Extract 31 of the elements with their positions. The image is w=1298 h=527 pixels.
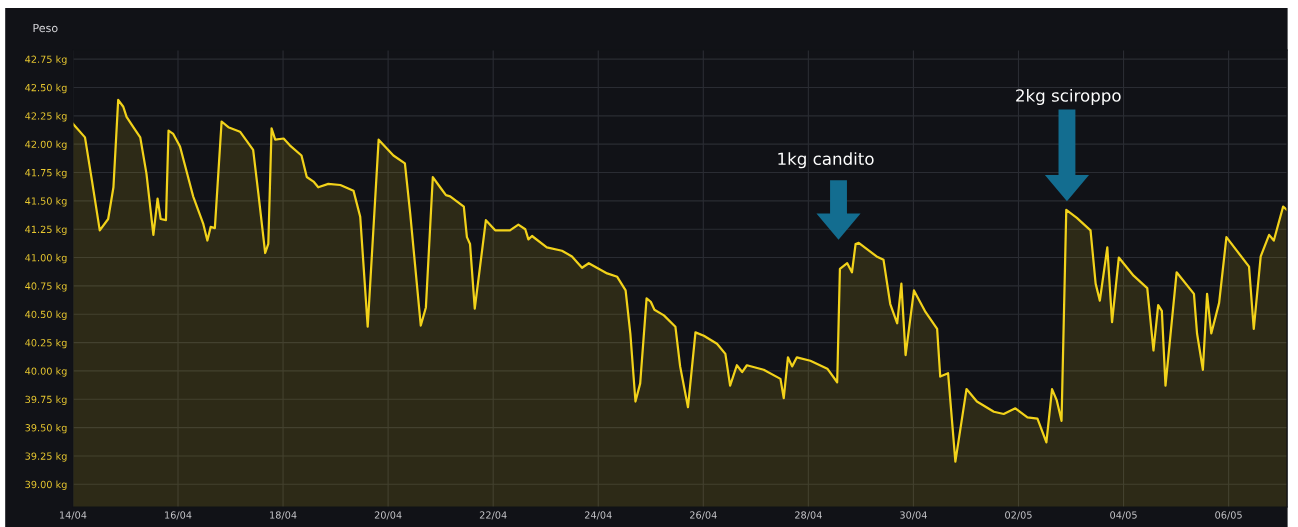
y-tick-label: 41.25 kg [25,225,67,235]
y-tick-label: 40.50 kg [25,310,67,320]
chart-title: Peso [33,23,58,33]
y-tick-label: 41.00 kg [25,253,67,264]
y-tick-label: 39.75 kg [25,395,67,405]
y-tick-label: 39.25 kg [25,452,67,462]
x-tick-label: 30/04 [900,511,927,520]
y-tick-label: 42.50 kg [25,83,67,94]
x-tick-label: 20/04 [374,511,402,520]
x-tick-label: 28/04 [795,511,822,520]
x-tick-label: 16/04 [165,511,192,520]
x-tick-label: 02/05 [1005,511,1032,520]
y-tick-label: 42.75 kg [25,55,67,65]
y-tick-label: 39.00 kg [25,480,67,491]
x-tick-label: 26/04 [690,511,717,520]
y-tick-label: 42.25 kg [25,112,67,122]
y-tick-label: 40.75 kg [25,282,67,292]
y-tick-label: 41.75 kg [25,168,67,179]
x-tick-label: 24/04 [584,511,612,520]
x-tick-label: 22/04 [479,511,507,520]
y-tick-label: 40.25 kg [25,338,67,349]
annotation: 1kg candito [778,152,874,169]
x-tick-label: 06/05 [1215,511,1242,520]
x-tick-label: 18/04 [270,511,297,520]
annotation: 2kg sciroppo [1016,88,1121,106]
y-tick-label: 41.50 kg [25,197,67,207]
x-tick-label: 14/04 [60,511,87,520]
y-tick-label: 39.50 kg [25,423,67,434]
x-tick-label: 04/05 [1110,511,1137,520]
y-tick-label: 40.00 kg [25,367,67,377]
y-tick-label: 42.00 kg [25,140,67,150]
